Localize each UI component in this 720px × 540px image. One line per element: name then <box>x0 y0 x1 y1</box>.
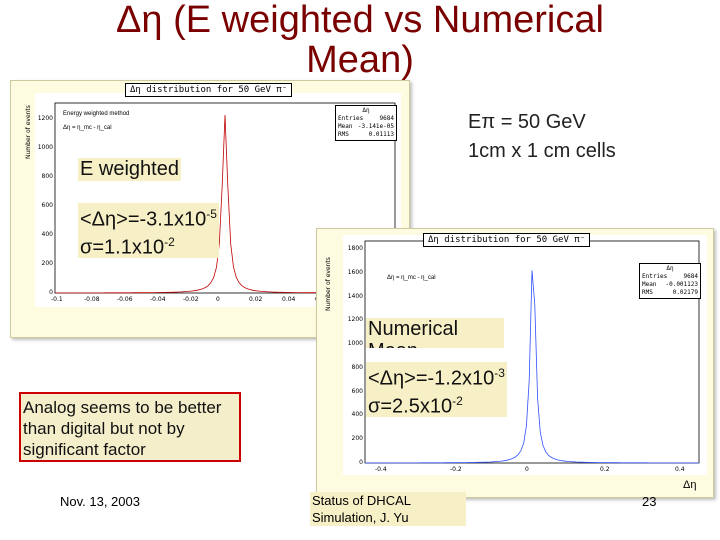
plot2-y-tick-label: 1000 <box>347 340 363 348</box>
plot1-stats-row: Entries 9684 <box>338 115 394 122</box>
plot1-stats-row: Mean -3.141e-05 <box>338 123 394 130</box>
slide-title: Δη (E weighted vs Numerical Mean) <box>60 0 660 80</box>
plot2-y-tick-label: 200 <box>351 435 363 443</box>
plot1-y-tick-label: 1000 <box>37 144 53 151</box>
footer-center: Status of DHCAL Simulation, J. Yu <box>310 492 466 526</box>
plot1-x-tick-label: -0.06 <box>117 296 133 303</box>
plot1-stats-box: Δη Entries 9684 Mean -3.141e-05 RMS 0.01… <box>335 105 397 141</box>
plot2-y-tick-label: 1800 <box>347 245 363 252</box>
title-symbol: Δη <box>116 0 163 41</box>
plot1-x-tick-label: 0.04 <box>282 296 296 303</box>
e-weighted-label: E weighted <box>78 158 181 181</box>
analog-note-box: Analog seems to be better than digital b… <box>19 392 241 462</box>
plot2-x-tick-label: 0 <box>525 466 529 473</box>
plot1-y-tick-label: 800 <box>41 173 53 180</box>
plot2-x-tick-label: -0.2 <box>450 466 462 473</box>
plot2-title: Δη distribution for 50 GeV π⁻ <box>423 233 591 247</box>
plot1-ylabel: Number of events <box>25 105 32 159</box>
beam-energy: Eπ = 50 GeV <box>468 111 586 133</box>
analog-note: Analog seems to be better than digital b… <box>23 398 222 459</box>
plot1-x-tick-label: 0.02 <box>249 296 263 303</box>
plot1-stats-header: Δη <box>362 107 370 114</box>
e-weighted-mean: <Δη>=-3.1x10-5 <box>80 207 217 231</box>
beam-info: Eπ = 50 GeV 1cm x 1 cm cells <box>468 108 616 166</box>
plot2-histogram-line <box>365 270 699 464</box>
plot2-stats-header: Δη <box>666 265 674 272</box>
numerical-mean-label: Numerical Mean <box>366 318 504 348</box>
plot2-x-tick-label: 0.2 <box>600 466 610 473</box>
plot2-stats-box: Δη Entries 9684 Mean -0.001123 RMS 0.021… <box>639 263 701 299</box>
e-weighted-stats: <Δη>=-3.1x10-5 σ=1.1x10-2 <box>78 203 219 259</box>
cell-size: 1cm x 1 cm cells <box>468 140 616 162</box>
plot1-stats-row: RMS 0.01113 <box>338 131 394 138</box>
plot2-y-tick-label: 400 <box>351 411 363 419</box>
plot1-legend-line1: Energy weighted method <box>63 111 130 117</box>
plot2-y-tick-label: 800 <box>351 363 363 371</box>
page-number: 23 <box>642 494 657 509</box>
plot1-title: Δη distribution for 50 GeV π⁻ <box>125 83 293 97</box>
plot2-xlabel: Δη <box>683 479 697 491</box>
numerical-mean-value: <Δη>=-1.2x10-3 <box>368 366 505 390</box>
plot2-y-tick-label: 600 <box>351 387 363 395</box>
plot2-stats-row: Mean -0.001123 <box>642 281 698 288</box>
plot1-y-tick-label: 200 <box>41 260 53 267</box>
numerical-mean-stats: <Δη>=-1.2x10-3 σ=2.5x10-2 <box>366 362 507 418</box>
plot1-x-tick-label: -0.08 <box>84 296 100 303</box>
plot2-y-tick-label: 1600 <box>347 268 363 276</box>
plot2-area: Δη distribution for 50 GeV π⁻ Δη = η_mc … <box>343 233 707 475</box>
plot1-x-tick-label: -0.04 <box>150 296 166 303</box>
numerical-sigma: σ=2.5x10-2 <box>368 393 463 418</box>
plot2-stats-row: RMS 0.02179 <box>642 289 698 296</box>
plot1-x-tick-label: -0.1 <box>51 296 63 303</box>
plot1-x-tick-label: -0.02 <box>183 296 199 303</box>
footer-date: Nov. 13, 2003 <box>60 494 140 509</box>
plot1-y-tick-label: 0 <box>49 289 53 296</box>
plot1-y-tick-label: 400 <box>41 231 53 238</box>
plot2-histogram <box>365 270 699 464</box>
plot2-ylabel: Number of events <box>325 257 332 311</box>
plot2-legend-line1: Δη = η_mc - η_cal <box>387 275 436 281</box>
e-weighted-sigma: σ=1.1x10-2 <box>80 234 175 259</box>
plot2-x-tick-label: 0.4 <box>675 466 685 473</box>
plot1-x-tick-label: 0 <box>216 296 220 303</box>
plot2-panel: Δη distribution for 50 GeV π⁻ Δη = η_mc … <box>316 228 714 498</box>
plot2-y-tick-label: 0 <box>359 459 363 466</box>
plot1-y-tick-label: 1200 <box>37 115 53 122</box>
title-text: (E weighted vs Numerical Mean) <box>173 0 604 81</box>
plot2-x-tick-label: -0.4 <box>375 466 387 473</box>
plot1-y-tick-label: 600 <box>41 202 53 209</box>
plot2-y-tick-label: 1400 <box>347 292 363 300</box>
plot2-y-tick-label: 1200 <box>347 316 363 324</box>
plot2-stats-row: Entries 9684 <box>642 273 698 280</box>
plot1-legend-line2: Δη = η_mc - η_cal <box>63 125 112 131</box>
